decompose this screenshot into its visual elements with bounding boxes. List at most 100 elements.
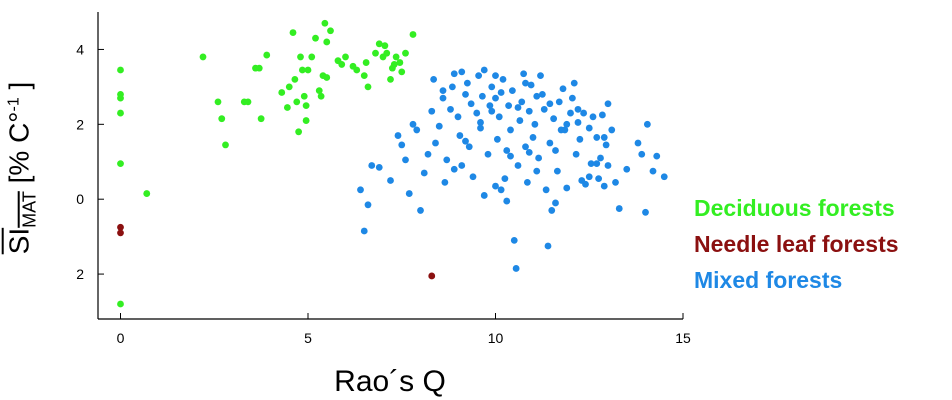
data-point xyxy=(302,102,310,109)
data-point xyxy=(402,49,409,57)
data-point xyxy=(342,53,349,61)
data-point xyxy=(540,105,548,113)
data-point xyxy=(454,113,462,121)
data-point xyxy=(448,83,456,91)
data-point xyxy=(553,167,561,175)
data-point xyxy=(450,165,458,173)
data-point xyxy=(244,98,252,106)
data-point xyxy=(117,223,124,231)
data-point xyxy=(387,177,394,184)
data-point xyxy=(507,126,514,134)
data-point xyxy=(525,148,533,156)
data-point xyxy=(409,31,417,38)
data-point xyxy=(503,147,511,154)
data-point xyxy=(550,115,558,123)
data-point xyxy=(252,64,259,72)
data-point xyxy=(390,61,398,68)
data-point xyxy=(473,109,481,117)
data-point xyxy=(505,102,513,109)
ticks: 0 5 10 15 4 2 0 2 xyxy=(76,41,691,346)
data-point xyxy=(527,81,535,89)
data-point xyxy=(602,141,610,149)
data-point xyxy=(520,70,528,78)
data-point xyxy=(278,89,286,96)
data-point xyxy=(580,109,588,117)
data-point xyxy=(634,139,642,147)
data-point xyxy=(394,132,402,139)
data-point xyxy=(257,115,265,123)
data-point xyxy=(488,107,496,115)
data-point xyxy=(604,162,612,169)
data-point xyxy=(312,34,319,42)
data-point xyxy=(548,207,556,214)
data-point xyxy=(405,190,413,197)
axes xyxy=(97,12,683,320)
data-point xyxy=(497,186,505,194)
data-point xyxy=(321,19,329,27)
data-point xyxy=(572,150,580,158)
data-point xyxy=(298,66,306,74)
data-point xyxy=(443,156,451,164)
data-point xyxy=(458,162,466,169)
data-point xyxy=(542,186,550,194)
data-point xyxy=(499,75,507,83)
data-point xyxy=(544,242,552,250)
data-point xyxy=(463,79,471,87)
data-point xyxy=(492,182,499,190)
data-point xyxy=(533,167,541,175)
data-point xyxy=(604,100,612,108)
data-point xyxy=(304,66,312,74)
data-point xyxy=(615,205,623,212)
data-point xyxy=(598,111,606,119)
data-point xyxy=(424,150,432,158)
data-point xyxy=(289,29,297,36)
data-point xyxy=(117,229,124,237)
data-point xyxy=(295,128,303,136)
data-point xyxy=(585,173,593,181)
data-point xyxy=(546,100,554,108)
legend: Deciduous forests Needle leaf forests Mi… xyxy=(694,190,899,298)
y-tick-label: 4 xyxy=(76,41,84,57)
data-point xyxy=(493,135,501,143)
y-axis-label-main: SIMAT xyxy=(3,191,40,255)
data-point xyxy=(456,132,464,139)
data-point xyxy=(387,75,394,83)
data-point xyxy=(396,59,404,66)
legend-item-mixed: Mixed forests xyxy=(694,267,843,293)
data-point xyxy=(660,173,668,181)
data-point xyxy=(574,119,582,126)
data-point xyxy=(308,53,316,61)
data-point xyxy=(349,62,357,70)
data-point xyxy=(546,139,554,147)
data-point xyxy=(428,272,436,280)
data-point xyxy=(525,107,533,115)
data-point xyxy=(563,184,571,192)
data-point xyxy=(469,173,477,181)
data-point xyxy=(143,190,151,197)
data-point xyxy=(300,92,308,100)
data-point xyxy=(372,49,379,57)
data-point xyxy=(462,90,469,98)
data-point xyxy=(477,119,484,126)
data-points xyxy=(117,19,668,308)
data-point xyxy=(398,68,406,76)
data-point xyxy=(467,100,475,108)
data-point xyxy=(323,74,331,81)
data-point xyxy=(480,192,488,199)
data-point xyxy=(293,98,301,106)
data-point xyxy=(417,207,424,214)
data-point xyxy=(508,87,516,95)
data-point xyxy=(409,120,417,128)
data-point xyxy=(375,40,383,48)
data-point xyxy=(518,98,526,106)
data-point xyxy=(402,156,409,164)
data-point xyxy=(117,160,124,168)
data-point xyxy=(512,265,520,272)
data-point xyxy=(283,104,291,111)
x-tick-label: 5 xyxy=(304,330,312,346)
data-point xyxy=(117,66,124,74)
data-point xyxy=(593,160,601,168)
data-point xyxy=(263,51,271,59)
data-point xyxy=(567,109,574,117)
